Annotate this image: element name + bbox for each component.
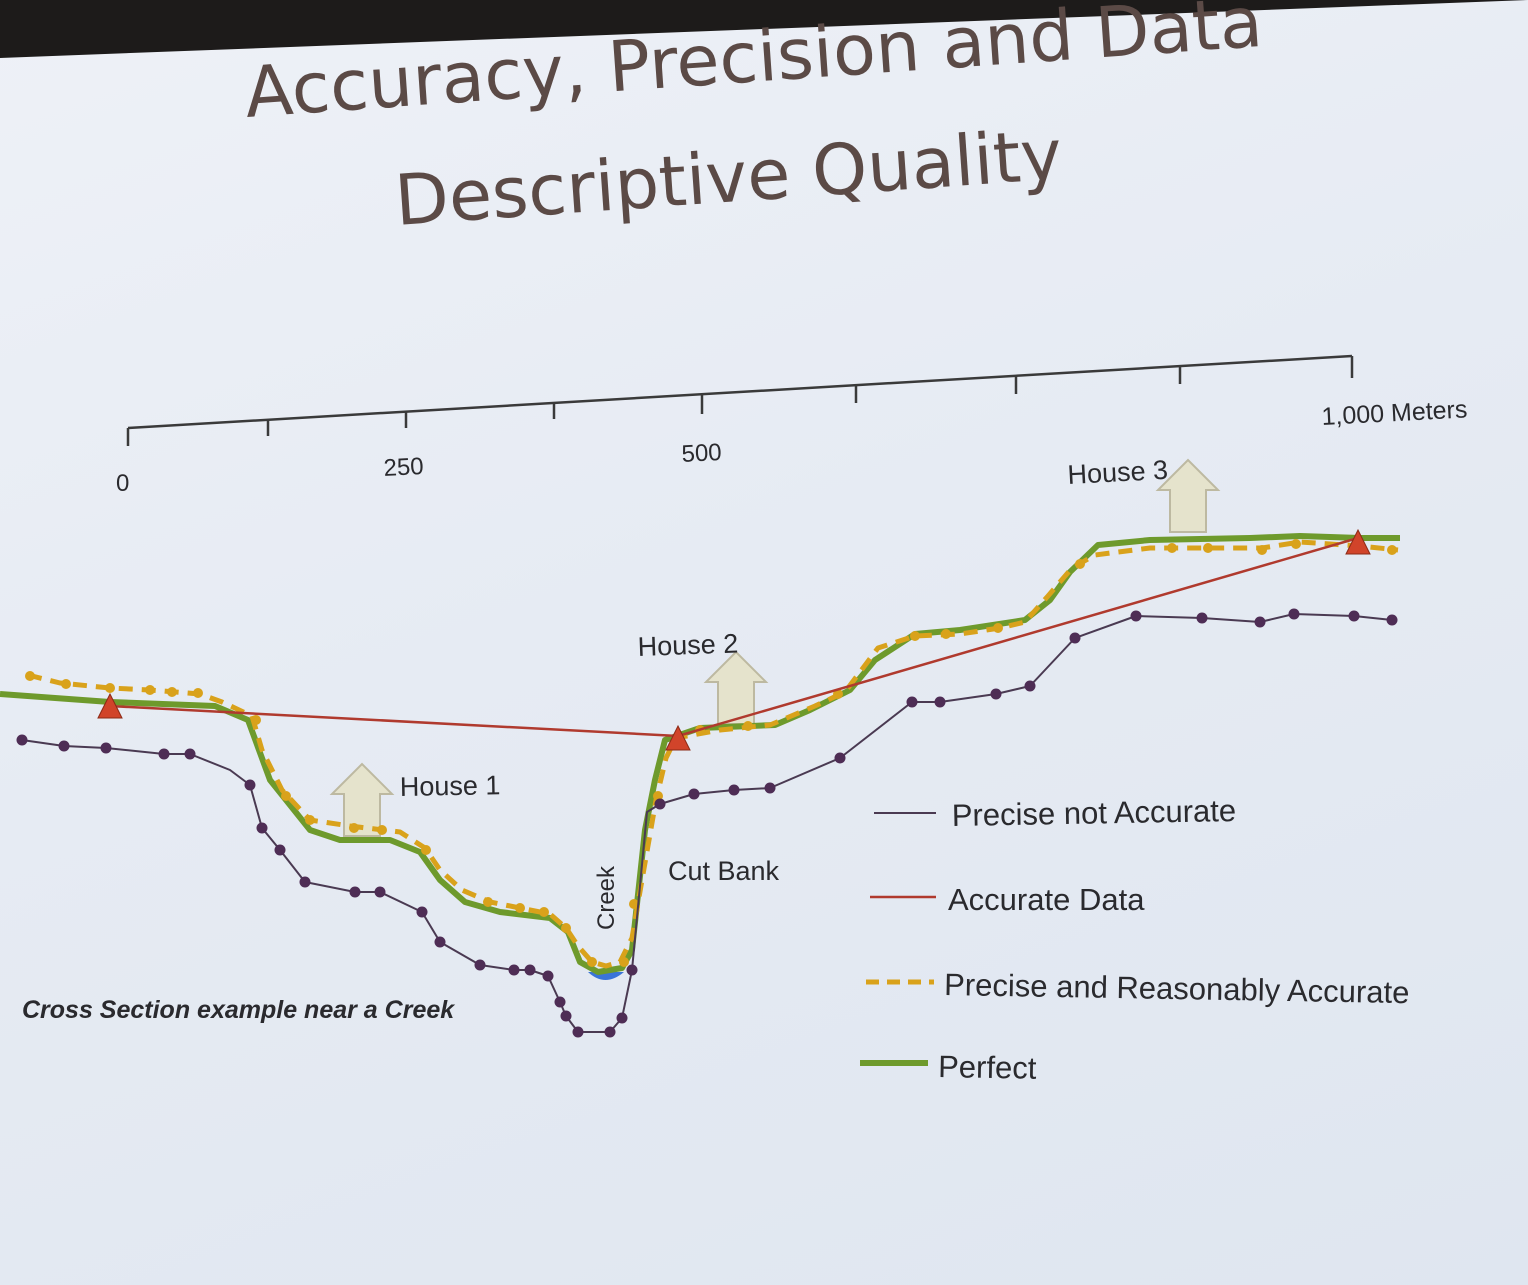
legend-item-perfect: Perfect bbox=[860, 1049, 1037, 1086]
legend-label-perfect: Perfect bbox=[938, 1049, 1037, 1086]
house-1-label: House 1 bbox=[400, 770, 501, 802]
scale-label-250: 250 bbox=[383, 453, 424, 482]
perfect-profile-line bbox=[0, 533, 1400, 975]
precise-reasonably-accurate-dots bbox=[25, 539, 1397, 967]
scale-bar-line bbox=[127, 354, 1353, 430]
survey-marker-3 bbox=[1345, 529, 1371, 555]
house-3-label: House 3 bbox=[1067, 455, 1169, 490]
precise-reasonably-accurate-line bbox=[27, 539, 1399, 969]
legend-label-precise-reasonably-accurate: Precise and Reasonably Accurate bbox=[944, 967, 1410, 1010]
legend-item-accurate-data: Accurate Data bbox=[870, 882, 1145, 917]
scale-bar-ticks bbox=[126, 356, 1354, 446]
scale-label-0: 0 bbox=[116, 470, 129, 497]
legend-label-precise-not-accurate: Precise not Accurate bbox=[952, 793, 1237, 833]
legend-label-accurate-data: Accurate Data bbox=[948, 882, 1145, 917]
scale-bar: 0 250 500 1,000 Meters bbox=[116, 354, 1468, 497]
house-2-label: House 2 bbox=[637, 629, 739, 662]
precise-not-accurate-dots bbox=[16, 608, 1398, 1038]
scale-label-1000-meters: 1,000 Meters bbox=[1321, 395, 1468, 431]
creek-label: Creek bbox=[593, 865, 620, 930]
legend-item-precise-not-accurate: Precise not Accurate bbox=[874, 793, 1236, 833]
diagram-caption: Cross Section example near a Creek bbox=[22, 996, 455, 1024]
legend-item-precise-reasonably-accurate: Precise and Reasonably Accurate bbox=[866, 967, 1410, 1010]
scale-label-500: 500 bbox=[681, 439, 722, 468]
cut-bank-label: Cut Bank bbox=[668, 856, 780, 886]
legend: Precise not Accurate Accurate Data Preci… bbox=[860, 793, 1410, 1086]
